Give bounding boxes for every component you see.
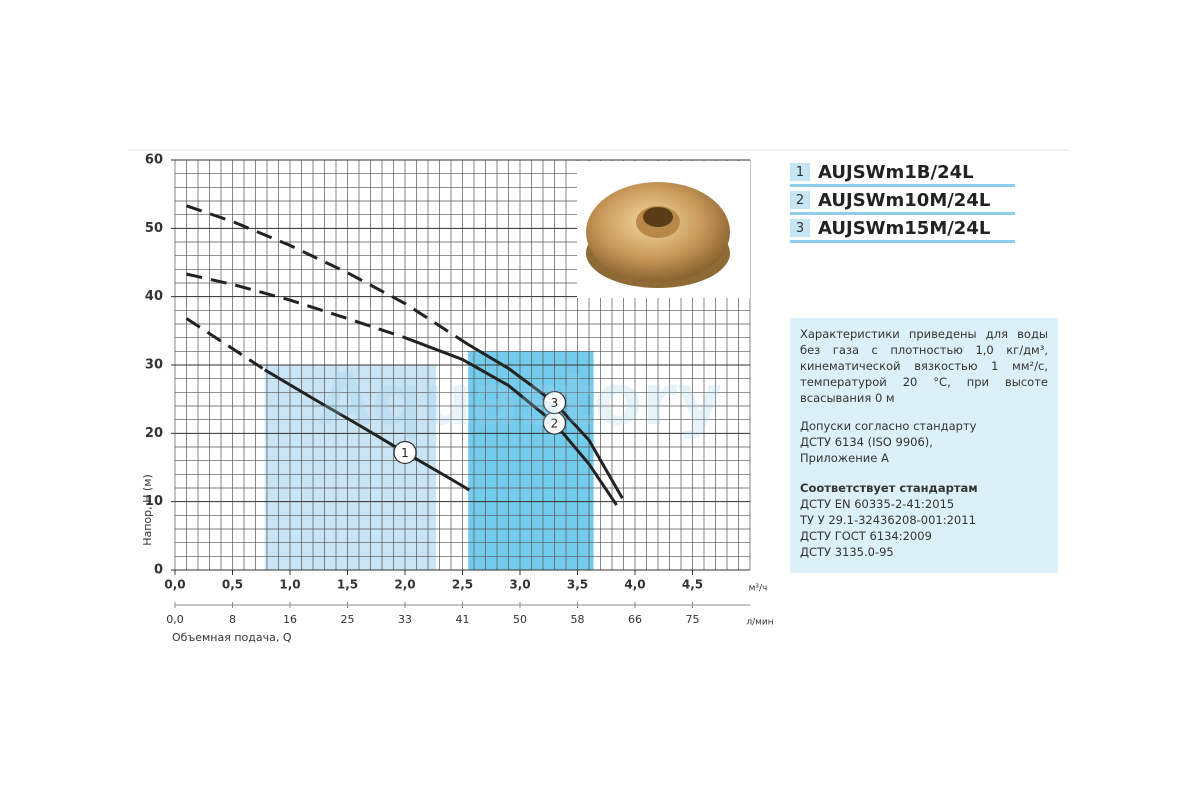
watermark: Aquastory <box>318 359 723 441</box>
operating-band <box>264 365 437 570</box>
x-tick-label: 3,0 <box>509 578 530 592</box>
conditions: Характеристики приведены для воды без га… <box>800 327 1048 405</box>
legend-number: 3 <box>790 219 810 237</box>
standards-title: Соответствует стандартам <box>800 481 978 495</box>
y-tick-label: 40 <box>145 289 163 304</box>
x-tick-label: 3,5 <box>567 578 588 592</box>
tolerance-line: Допуски согласно стандарту <box>800 419 977 433</box>
curve <box>263 368 471 492</box>
x-axis-label: Объемная подача, Q <box>172 631 292 644</box>
x-tick-label: 1,5 <box>337 578 358 592</box>
x-tick-label: 4,5 <box>682 578 703 592</box>
impeller-photo <box>577 161 750 298</box>
curve-dashed <box>186 204 470 346</box>
x2-tick-label: 66 <box>628 613 642 626</box>
curve-label: 1 <box>401 446 409 460</box>
standard: ДСТУ 3135.0-95 <box>800 545 894 559</box>
y-tick-label: 50 <box>145 221 163 236</box>
x-tick-label: 2,5 <box>452 578 473 592</box>
x-tick-label: 0,0 <box>164 578 185 592</box>
legend-model: AUJSWm15M/24L <box>818 217 991 239</box>
legend-entry: 1 AUJSWm1B/24L <box>790 160 1015 187</box>
y-axis-label: Напор, H (м) <box>141 474 154 546</box>
y-tick-label: 30 <box>145 358 163 373</box>
curve-dashed <box>186 272 406 340</box>
x2-tick-label: 0,0 <box>166 613 184 626</box>
curve-dashed <box>185 317 266 372</box>
curve-label-circle <box>393 440 417 465</box>
standard: ТУ У 29.1-32436208-001:2011 <box>800 513 976 527</box>
x2-tick-label: 58 <box>571 613 585 626</box>
x2-unit: л/мин <box>746 618 773 628</box>
x-tick-label: 0,5 <box>222 578 243 592</box>
legend-entry: 2 AUJSWm10M/24L <box>790 188 1015 215</box>
x2-tick-label: 16 <box>283 613 297 626</box>
info-box: Характеристики приведены для воды без га… <box>790 318 1058 573</box>
y-tick-label: 60 <box>145 153 163 168</box>
legend-model: AUJSWm10M/24L <box>818 189 991 211</box>
x-unit: м³/ч <box>749 584 768 594</box>
x-tick-label: 4,0 <box>624 578 645 592</box>
standard: ДСТУ ГОСТ 6134:2009 <box>800 529 932 543</box>
legend-number: 2 <box>790 191 810 209</box>
curve-label: 3 <box>551 396 559 410</box>
x2-tick-label: 75 <box>686 613 700 626</box>
legend-model: AUJSWm1B/24L <box>818 161 974 183</box>
y-tick-label: 0 <box>154 563 163 578</box>
tolerance-line: Приложение А <box>800 451 889 465</box>
legend-number: 1 <box>790 163 810 181</box>
y-tick-label: 10 <box>145 494 163 509</box>
curve <box>404 336 618 506</box>
x2-tick-label: 41 <box>456 613 470 626</box>
x2-tick-label: 33 <box>398 613 412 626</box>
x2-tick-label: 8 <box>229 613 236 626</box>
tolerance-line: ДСТУ 6134 (ISO 9906), <box>800 435 933 449</box>
x2-tick-label: 25 <box>341 613 355 626</box>
standard: ДСТУ EN 60335-2-41:2015 <box>800 497 955 511</box>
legend-entry: 3 AUJSWm15M/24L <box>790 216 1015 243</box>
curve-label-circle <box>542 390 567 415</box>
curve-label: 2 <box>551 417 559 431</box>
y-tick-label: 20 <box>145 426 163 441</box>
x-tick-label: 1,0 <box>279 578 300 592</box>
x-tick-label: 2,0 <box>394 578 415 592</box>
x2-tick-label: 50 <box>513 613 527 626</box>
